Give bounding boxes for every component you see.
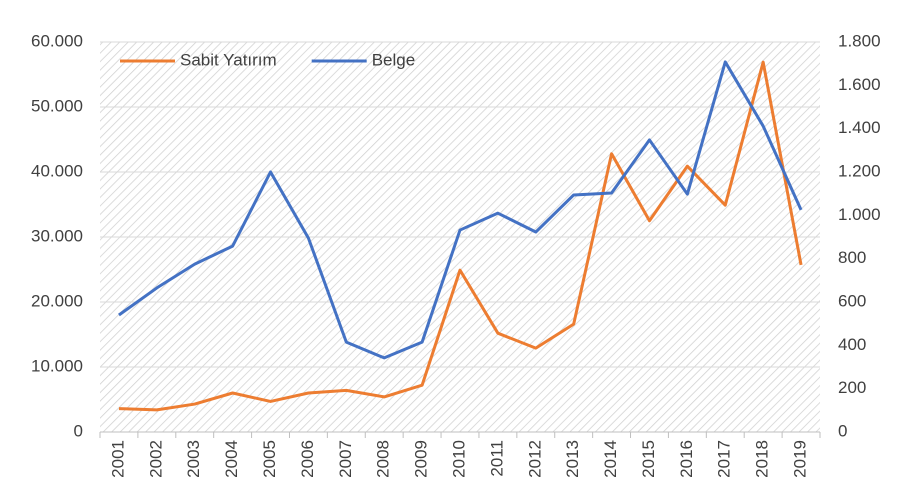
x-tick-label: 2010 (449, 440, 468, 478)
x-tick-label: 2009 (412, 440, 431, 478)
x-tick-label: 2017 (715, 440, 734, 478)
y2-tick-label: 1.800 (838, 31, 881, 50)
y2-tick-label: 1.400 (838, 118, 881, 137)
y2-tick-label: 800 (838, 248, 866, 267)
x-tick-label: 2003 (184, 440, 203, 478)
y-tick-label: 30.000 (31, 226, 83, 245)
x-tick-label: 2018 (753, 440, 772, 478)
legend-label: Belge (372, 50, 415, 69)
y-tick-label: 50.000 (31, 96, 83, 115)
x-tick-label: 2011 (487, 440, 506, 477)
y2-tick-label: 1.600 (838, 75, 881, 94)
x-tick-label: 2001 (108, 440, 127, 478)
x-tick-label: 2019 (791, 440, 810, 478)
x-tick-label: 2014 (601, 440, 620, 478)
x-tick-label: 2007 (336, 440, 355, 478)
x-tick-label: 2016 (677, 440, 696, 478)
x-tick-label: 2008 (374, 440, 393, 478)
x-tick-label: 2013 (563, 440, 582, 478)
y-tick-label: 10.000 (31, 356, 83, 375)
y-tick-label: 0 (74, 421, 83, 440)
x-tick-label: 2012 (525, 440, 544, 478)
y-tick-label: 40.000 (31, 161, 83, 180)
y2-tick-label: 200 (838, 378, 866, 397)
series-line (118, 60, 803, 360)
x-tick-label: 2015 (639, 440, 658, 478)
y-tick-label: 20.000 (31, 291, 83, 310)
series-line (118, 60, 803, 412)
y2-tick-label: 1.000 (838, 205, 881, 224)
y2-tick-label: 400 (838, 335, 866, 354)
legend-label: Sabit Yatırım (180, 50, 277, 69)
y2-tick-label: 1.200 (838, 161, 881, 180)
x-tick-label: 2006 (298, 440, 317, 478)
y2-tick-label: 0 (838, 421, 847, 440)
x-tick-label: 2004 (222, 440, 241, 478)
y2-tick-label: 600 (838, 291, 866, 310)
x-tick-label: 2002 (146, 440, 165, 478)
y-tick-label: 60.000 (31, 31, 83, 50)
x-tick-label: 2005 (260, 440, 279, 478)
